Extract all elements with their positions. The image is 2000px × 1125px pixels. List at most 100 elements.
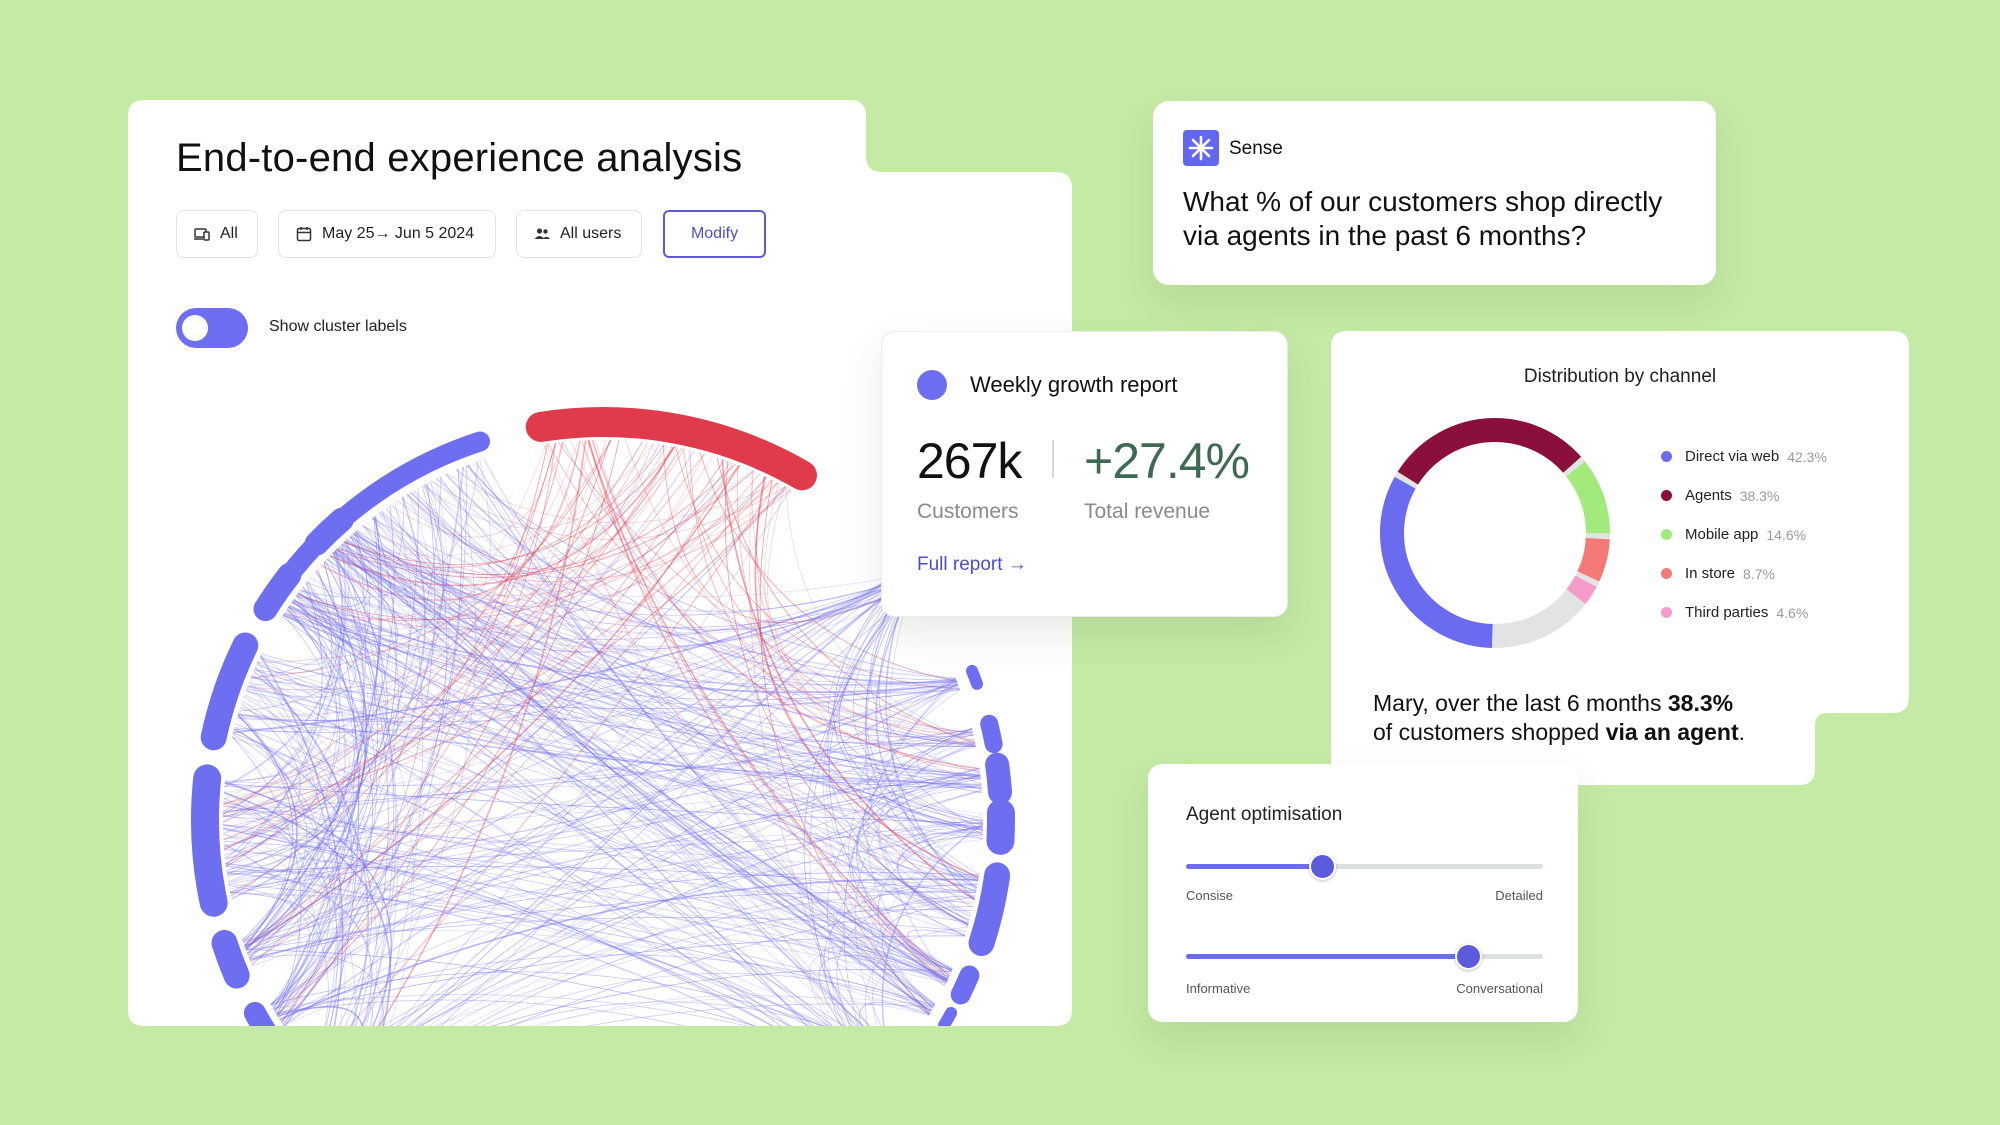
chord-link: [373, 516, 978, 888]
chord-link: [276, 541, 365, 1015]
chord-link: [238, 532, 371, 712]
channel-donut-chart: [1380, 418, 1611, 648]
chord-link: [663, 444, 905, 623]
chord-link: [237, 440, 591, 718]
chord-link: [233, 581, 901, 734]
chord-link: [277, 1006, 364, 1026]
chord-link: [224, 734, 974, 859]
chord-link: [332, 683, 959, 1026]
chord-link: [289, 592, 368, 652]
chord-link: [243, 695, 966, 936]
conciseness-slider-fill: [1186, 864, 1322, 869]
chord-link: [699, 452, 957, 682]
chord-link: [587, 440, 951, 977]
chord-link: [224, 582, 323, 860]
chord-link: [675, 446, 960, 690]
chord-link: [877, 882, 978, 971]
chord-link: [338, 489, 791, 1026]
tone-slider-handle[interactable]: [1455, 943, 1483, 970]
chord-link: [222, 568, 333, 815]
chord-cluster-arc: [304, 507, 354, 556]
cluster-labels-toggle[interactable]: [176, 308, 248, 348]
chord-link: [410, 492, 983, 834]
chord-link: [332, 581, 900, 1026]
chord-link: [249, 872, 980, 962]
chord-link: [274, 488, 419, 1013]
modify-button[interactable]: Modify: [663, 210, 766, 258]
full-report-link[interactable]: Full report →: [917, 554, 1027, 575]
chord-link: [229, 828, 983, 890]
chord-link: [225, 453, 705, 864]
chord-link: [223, 802, 329, 1005]
chord-link: [288, 606, 959, 707]
chord-link: [290, 448, 685, 621]
chord-link: [223, 479, 774, 805]
chord-link: [362, 477, 768, 586]
chord-cluster-arc: [986, 799, 1015, 855]
chord-link: [300, 461, 479, 598]
chord-link: [282, 584, 902, 1026]
tone-slider[interactable]: [1186, 943, 1543, 970]
chord-link: [223, 446, 674, 850]
chord-link: [872, 968, 952, 1026]
conciseness-slider-handle[interactable]: [1308, 853, 1336, 880]
tone-max-label: Conversational: [1456, 981, 1543, 996]
chord-link: [828, 831, 983, 1026]
chord-link: [341, 543, 948, 982]
chord-link: [349, 1001, 903, 1026]
chord-link: [256, 662, 931, 1015]
chord-link: [231, 737, 898, 1026]
chord-link: [310, 577, 957, 689]
chord-link: [226, 866, 977, 893]
chord-link: [333, 774, 981, 1026]
chord-link: [257, 661, 337, 1026]
chord-link: [594, 439, 973, 733]
chord-link: [856, 728, 973, 984]
chord-link: [422, 444, 661, 529]
filter-users-chip[interactable]: All users: [516, 210, 642, 258]
chord-link: [235, 723, 875, 1026]
chord-link: [284, 611, 957, 701]
chord-link: [288, 605, 981, 777]
chord-link: [222, 687, 960, 817]
chord-link: [297, 535, 368, 607]
chord-cluster-arc: [938, 1006, 958, 1026]
chord-link: [291, 601, 888, 1026]
revenue-label: Total revenue: [1084, 500, 1211, 523]
chord-link: [397, 500, 899, 612]
chord-link: [889, 595, 969, 927]
chord-link: [276, 954, 935, 1015]
chord-link: [823, 884, 978, 1026]
chord-link: [245, 515, 383, 952]
conciseness-slider[interactable]: [1186, 853, 1543, 880]
chord-link: [884, 790, 982, 921]
filter-date-chip[interactable]: May 25→ Jun 5 2024: [278, 210, 496, 258]
chord-link: [339, 677, 956, 1026]
chord-link: [335, 460, 491, 610]
chord-link: [238, 711, 338, 1026]
chord-link: [372, 517, 899, 1026]
chord-link: [223, 833, 315, 1012]
filter-users-label: All users: [560, 225, 622, 242]
chord-link: [283, 739, 975, 1026]
legend-item: Agents 38.3%: [1661, 487, 1779, 504]
chord-link: [279, 878, 979, 1021]
chord-link: [341, 878, 979, 1026]
chord-link: [352, 533, 974, 735]
chord-link: [244, 464, 741, 948]
filter-devices-chip[interactable]: All: [176, 210, 258, 258]
chord-link: [250, 496, 405, 679]
chord-link: [277, 466, 465, 1018]
chord-link: [222, 824, 953, 971]
chord-link: [261, 606, 328, 665]
donut-slice-agents: [1397, 418, 1582, 485]
chord-link: [231, 736, 346, 1026]
chord-link: [230, 608, 366, 900]
chord-link: [345, 539, 871, 1026]
chord-link: [307, 580, 414, 1026]
chord-link: [823, 577, 930, 1016]
chord-link: [843, 677, 956, 1026]
chord-link: [358, 594, 910, 1026]
chord-link: [865, 580, 949, 981]
analysis-card-background: [128, 100, 1072, 1026]
